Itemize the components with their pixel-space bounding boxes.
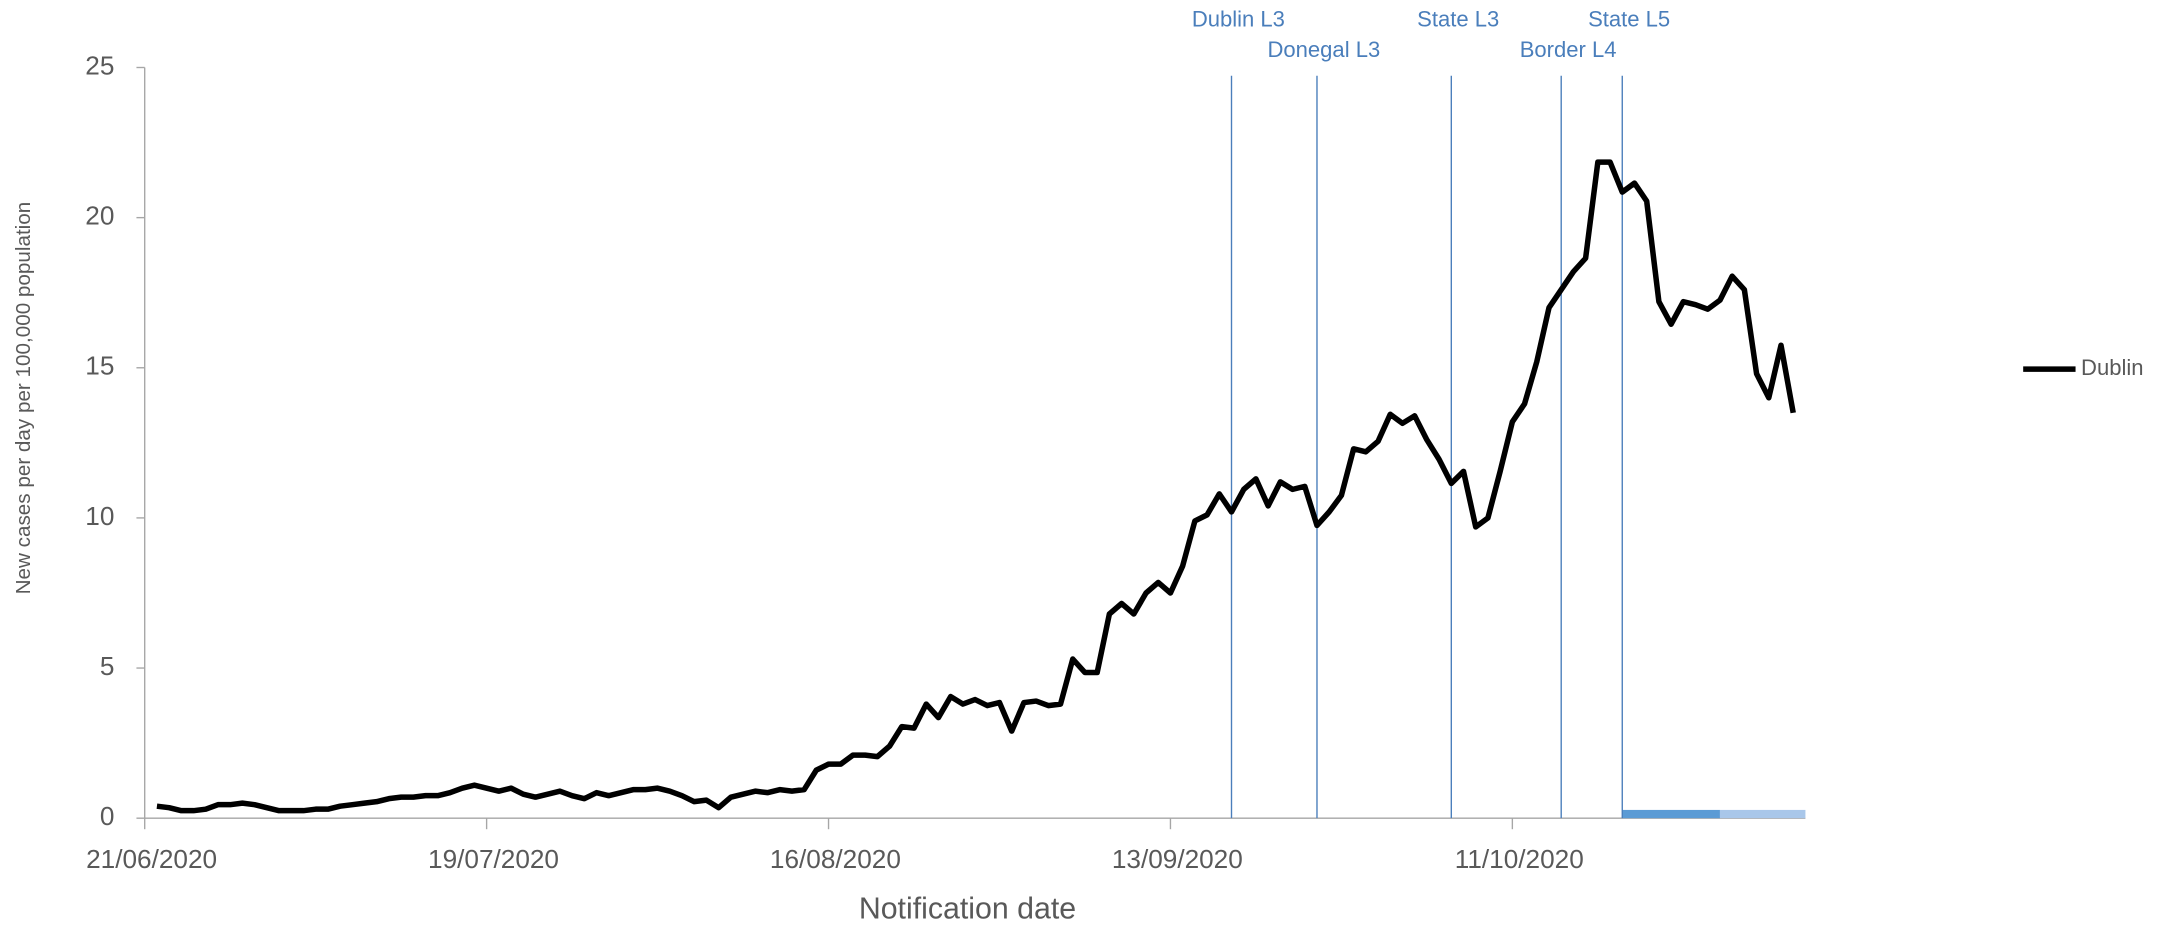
x-tick-label: 11/10/2020 <box>1455 844 1584 874</box>
legend-label: Dublin <box>2081 355 2143 380</box>
event-label: State L3 <box>1417 6 1499 31</box>
y-tick-label: 0 <box>100 801 115 831</box>
y-tick-label: 25 <box>85 50 114 80</box>
x-tick-label: 16/08/2020 <box>770 844 901 874</box>
event-label: Dublin L3 <box>1192 6 1285 31</box>
x-tick-label: 21/06/2020 <box>86 844 217 874</box>
y-tick-label: 10 <box>85 501 114 531</box>
y-tick-label: 5 <box>100 651 115 681</box>
y-tick-label: 20 <box>85 201 114 231</box>
event-label: State L5 <box>1588 6 1670 31</box>
event-label: Border L4 <box>1520 37 1617 62</box>
event-label: Donegal L3 <box>1268 37 1381 62</box>
x-tick-label: 19/07/2020 <box>428 844 559 874</box>
data-line <box>156 159 1796 814</box>
x-tick-label: 13/09/2020 <box>1112 844 1243 874</box>
y-tick-label: 15 <box>85 351 114 381</box>
period-band <box>1622 809 1720 819</box>
x-axis-title: Notification date <box>859 892 1076 925</box>
period-band <box>1719 809 1806 819</box>
y-axis-title: New cases per day per 100,000 population <box>12 202 35 595</box>
